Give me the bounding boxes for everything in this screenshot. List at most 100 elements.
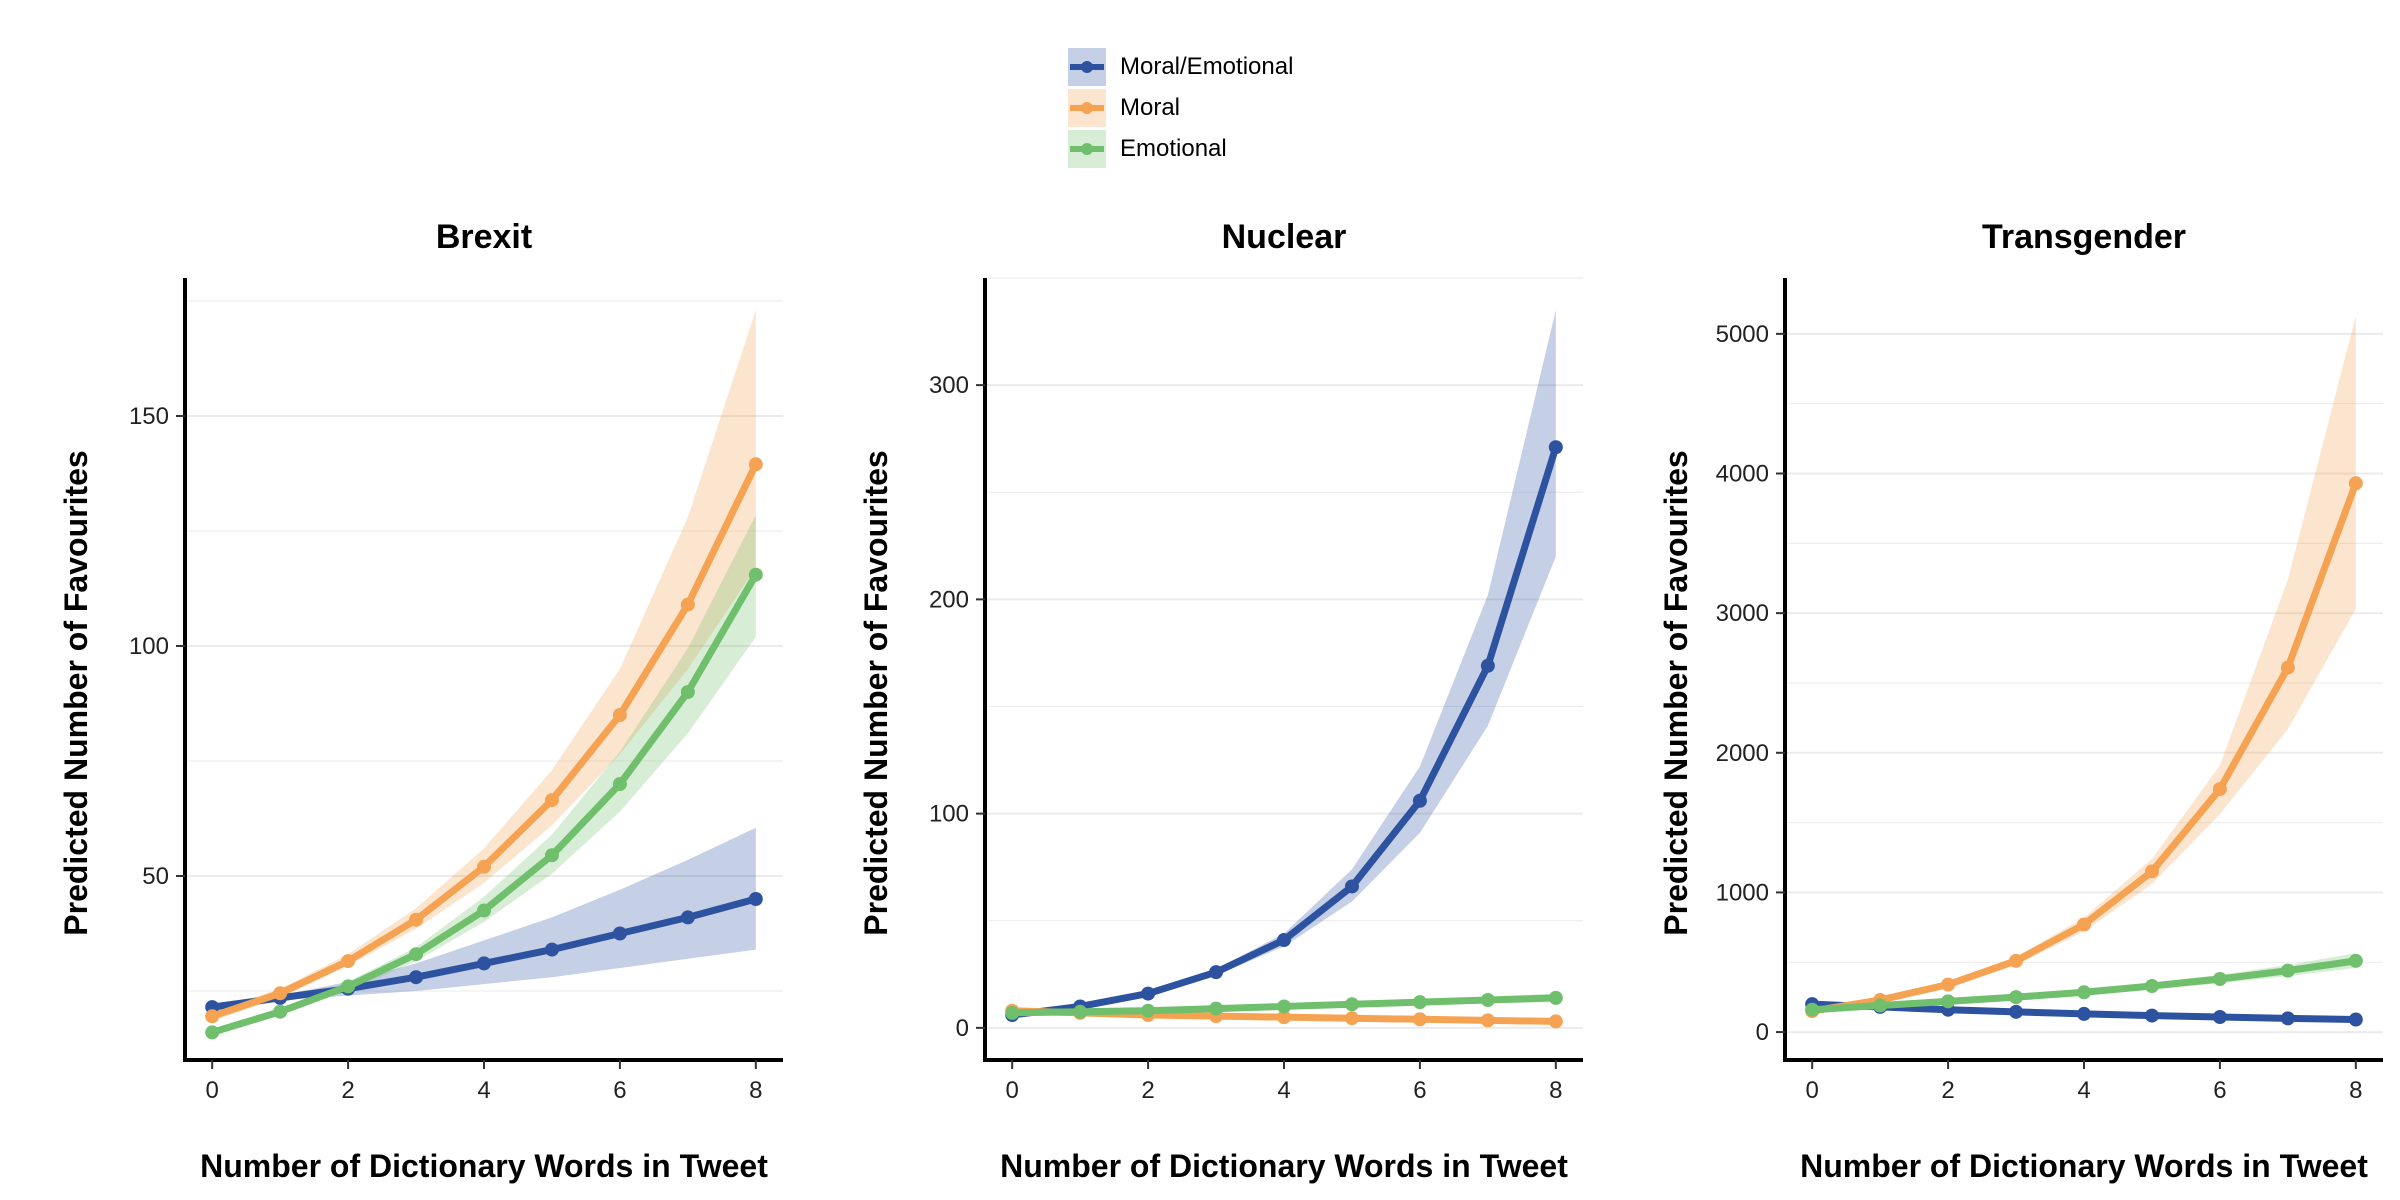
ci-band-moral-emotional: [1012, 310, 1556, 1017]
data-point-moral-emotional: [1277, 933, 1291, 948]
data-point-emotional: [1209, 1001, 1224, 1016]
series-line-moral: [1811, 482, 2360, 1015]
data-point-moral: [205, 1009, 220, 1024]
legend-key-emotional: [1068, 130, 1106, 168]
data-point-moral-emotional: [2077, 1006, 2091, 1021]
y-tick-label: 100: [129, 633, 169, 660]
data-point-emotional: [1941, 994, 1956, 1009]
data-point-emotional: [748, 567, 763, 582]
data-point-moral-emotional: [2348, 1012, 2363, 1027]
data-point-moral: [2144, 864, 2159, 879]
x-tick-label: 8: [749, 1077, 762, 1104]
data-point-emotional: [1277, 999, 1291, 1014]
y-tick-label: 4000: [1716, 461, 1769, 488]
data-point-moral: [1941, 977, 1956, 992]
y-axis-label: Predicted Number of Favourites: [58, 450, 94, 935]
ci-band-moral: [1812, 315, 2356, 1013]
data-point-moral: [1548, 1014, 1563, 1029]
x-tick-label: 6: [2213, 1077, 2226, 1104]
x-tick-label: 0: [1806, 1077, 1819, 1104]
data-point-moral-emotional: [612, 926, 627, 941]
x-tick-label: 6: [613, 1077, 626, 1104]
data-point-emotional: [2348, 953, 2363, 968]
panel-title: Brexit: [436, 218, 532, 256]
data-point-emotional: [409, 947, 424, 962]
data-point-moral-emotional: [1344, 879, 1359, 894]
data-point-moral-emotional: [748, 892, 763, 906]
data-point-moral: [477, 859, 491, 874]
x-tick-label: 2: [1141, 1077, 1154, 1104]
y-tick-label: 3000: [1716, 600, 1769, 627]
panel-nuclear: 0 2 4 6 8 0 100 200 300 Nuclear Number of Dictiona…: [858, 218, 1583, 1184]
y-tick-label: 5000: [1716, 321, 1769, 348]
y-tick-label: 50: [142, 863, 169, 890]
data-point-moral-emotional: [2009, 1004, 2024, 1019]
data-point-emotional: [680, 685, 695, 699]
x-axis-label: Number of Dictionary Words in Tweet: [200, 1148, 768, 1184]
y-tick-label: 2000: [1716, 740, 1769, 767]
legend-label-moral: Moral: [1120, 94, 1181, 121]
y-axis-label: Predicted Number of Favourites: [1658, 450, 1694, 935]
data-point-emotional: [1005, 1005, 1020, 1020]
x-tick-label: 2: [341, 1077, 354, 1104]
data-point-emotional: [1873, 998, 1888, 1013]
data-point-moral: [2280, 660, 2295, 675]
data-point-moral: [2077, 917, 2091, 932]
data-point-moral: [341, 954, 356, 969]
data-point-moral-emotional: [1548, 440, 1563, 455]
data-point-emotional: [2144, 978, 2159, 993]
y-tick-label: 100: [929, 801, 969, 828]
data-point-moral-emotional: [477, 956, 491, 971]
legend-key-moral-emotional: [1068, 48, 1106, 86]
data-point-moral: [680, 597, 695, 612]
x-tick-label: 4: [1277, 1077, 1290, 1104]
y-tick-label: 150: [129, 403, 169, 430]
data-point-moral-emotional: [1209, 965, 1224, 980]
y-axis-label: Predicted Number of Favourites: [858, 450, 894, 935]
data-point-moral-emotional: [1480, 658, 1495, 673]
data-point-emotional: [1344, 997, 1359, 1012]
data-point-emotional: [2009, 990, 2024, 1005]
x-tick-label: 6: [1413, 1077, 1426, 1104]
y-tick-label: 200: [929, 586, 969, 613]
y-tick-label: 1000: [1716, 879, 1769, 906]
data-point-moral: [612, 708, 627, 722]
x-tick-label: 0: [206, 1077, 219, 1104]
y-tick-label: 0: [1756, 1019, 1769, 1046]
data-point-moral: [748, 457, 763, 472]
data-point-emotional: [1548, 990, 1563, 1005]
legend-key-moral: [1068, 89, 1106, 127]
data-point-emotional: [2077, 985, 2091, 1000]
data-point-moral: [2348, 476, 2363, 491]
legend-label-moral-emotional: Moral/Emotional: [1120, 53, 1294, 80]
data-point-moral-emotional: [2280, 1011, 2295, 1026]
x-tick-label: 4: [2077, 1077, 2090, 1104]
x-tick-label: 8: [1549, 1077, 1562, 1104]
x-tick-label: 8: [2349, 1077, 2362, 1104]
x-tick-label: 0: [1006, 1077, 1019, 1104]
data-point-emotional: [205, 1025, 220, 1040]
data-point-emotional: [1141, 1003, 1156, 1018]
data-point-emotional: [2212, 972, 2227, 987]
data-point-moral: [1344, 1011, 1359, 1026]
data-point-moral: [544, 793, 559, 808]
data-point-moral-emotional: [680, 910, 695, 925]
data-point-moral-emotional: [1141, 986, 1156, 1001]
data-point-moral-emotional: [409, 970, 424, 985]
data-point-emotional: [273, 1004, 288, 1019]
x-axis-label: Number of Dictionary Words in Tweet: [1000, 1148, 1568, 1184]
ci-band-emotional: [212, 514, 756, 1035]
y-tick-label: 300: [929, 372, 969, 399]
data-point-moral: [1480, 1013, 1495, 1028]
panel-title: Transgender: [1982, 218, 2186, 256]
data-point-moral: [2212, 782, 2227, 797]
panel-title: Nuclear: [1222, 218, 1347, 256]
data-point-emotional: [1412, 995, 1427, 1010]
data-point-emotional: [1480, 993, 1495, 1008]
panel-transgender: 0 2 4 6 8 0 1000 2000 3000 4000 5000 Transgender Num…: [1658, 218, 2383, 1184]
x-tick-label: 2: [1941, 1077, 1954, 1104]
data-point-moral-emotional: [2144, 1008, 2159, 1023]
data-point-moral: [2009, 953, 2024, 968]
ci-band-moral-emotional: [212, 827, 756, 1010]
